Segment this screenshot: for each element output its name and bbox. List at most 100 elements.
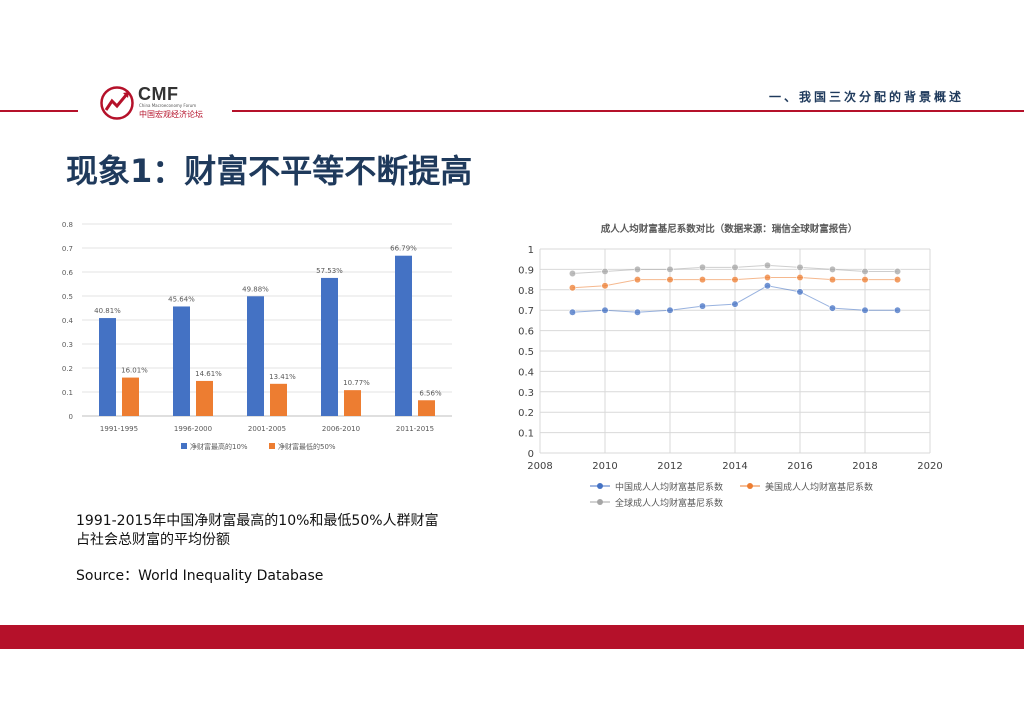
bar-top10: [99, 318, 116, 416]
header-divider-right: [232, 110, 1024, 112]
legend-label: 中国成人人均财富基尼系数: [615, 481, 723, 493]
data-point: [601, 267, 609, 276]
x-tick-label: 2001-2005: [248, 425, 286, 433]
gini-line-chart: 成人人均财富基尼系数对比（数据来源：瑞信全球财富报告） 0 0.1 0.2 0.3 0.4…: [518, 223, 943, 509]
y-tick-label: 0.6: [62, 269, 74, 277]
logo-subtitle: China Macroeconomy Forum: [139, 103, 197, 108]
x-tick-label: 2008: [527, 461, 552, 472]
data-point: [828, 304, 837, 312]
y-tick-label: 0.9: [518, 265, 534, 276]
y-tick-label: 0.5: [62, 293, 73, 301]
legend-label: 全球成人人均财富基尼系数: [615, 497, 723, 509]
bar-top10: [173, 306, 190, 416]
page-title: 现象1：财富不平等不断提高: [66, 152, 473, 190]
x-tick-label: 2014: [722, 461, 747, 472]
y-tick-label: 0.4: [518, 367, 534, 378]
data-point: [796, 263, 804, 271]
x-tick-label: 2016: [787, 461, 812, 472]
x-tick-label: 2011-2015: [396, 425, 434, 433]
x-tick-label: 2012: [657, 461, 682, 472]
bar-top10: [321, 277, 338, 416]
data-point: [893, 275, 902, 284]
y-tick-label: 1: [528, 245, 534, 256]
data-point: [893, 267, 902, 276]
data-point: [666, 306, 674, 314]
data-point: [861, 267, 869, 276]
source-note: Source：World Inequality Database: [76, 568, 324, 584]
data-point: [828, 275, 837, 284]
data-label: 66.79%: [390, 245, 417, 253]
bar-bottom50: [122, 377, 139, 416]
legend-label: 美国成人人均财富基尼系数: [765, 481, 873, 493]
data-point: [861, 306, 869, 314]
data-point: [666, 275, 674, 284]
legend-marker: [597, 499, 603, 505]
data-point: [796, 288, 804, 296]
chart-caption: 1991-2015年中国净财富最高的10%和最低50%人群财富 占社会总财富的平…: [76, 512, 476, 550]
y-tick-label: 0.2: [62, 365, 73, 373]
data-point: [601, 306, 609, 314]
data-label: 57.53%: [316, 267, 343, 275]
data-label: 13.41%: [269, 373, 296, 381]
data-point: [698, 263, 707, 271]
legend-marker: [747, 483, 753, 489]
data-point: [763, 282, 772, 290]
y-tick-label: 0.2: [518, 408, 534, 419]
data-label: 6.56%: [419, 389, 442, 397]
legend-label: 净财富最高的10%: [190, 442, 248, 451]
x-tick-label: 2006-2010: [322, 425, 360, 433]
y-tick-label: 0.4: [62, 317, 74, 325]
data-point: [763, 261, 772, 269]
data-point: [568, 284, 577, 292]
y-tick-label: 0.8: [518, 286, 534, 297]
cmf-logo: CMF China Macroeconomy Forum 中国宏观经济论坛: [100, 82, 212, 122]
data-point: [731, 275, 739, 284]
y-tick-label: 0: [69, 413, 73, 421]
data-point: [698, 302, 707, 310]
bar-top10: [247, 296, 264, 416]
cmf-logo-mark-icon: [100, 86, 134, 120]
y-tick-label: 0.6: [518, 327, 534, 338]
x-tick-label: 2018: [852, 461, 877, 472]
bar-bottom50: [344, 390, 361, 416]
x-tick-label: 2010: [592, 461, 617, 472]
data-point: [731, 300, 739, 308]
data-point: [633, 308, 642, 316]
y-tick-label: 0.1: [518, 429, 534, 440]
header-divider-left: [0, 110, 78, 112]
data-label: 10.77%: [343, 379, 370, 387]
chart-title: 成人人均财富基尼系数对比（数据来源：瑞信全球财富报告）: [601, 223, 858, 235]
data-label: 14.61%: [195, 370, 222, 378]
wealth-share-bar-chart: 0 0.1 0.2 0.3 0.4 0.5 0.6 0.7 0.8 40.81% 16.01% 199…: [62, 221, 452, 451]
x-tick-label: 1991-1995: [100, 425, 138, 433]
data-point: [601, 282, 609, 290]
x-tick-label: 2020: [917, 461, 942, 472]
y-tick-label: 0: [528, 449, 534, 460]
legend-label: 净财富最低的50%: [278, 442, 336, 451]
logo-text: CMF: [138, 84, 179, 104]
footer-bar: [0, 625, 1024, 649]
data-point: [698, 275, 707, 284]
data-point: [633, 265, 642, 274]
y-tick-label: 0.1: [62, 389, 73, 397]
y-tick-label: 0.3: [518, 388, 534, 399]
data-label: 16.01%: [121, 367, 148, 375]
data-point: [568, 308, 577, 316]
bar-bottom50: [418, 400, 435, 416]
data-point: [893, 306, 902, 314]
y-tick-label: 0.3: [62, 341, 73, 349]
data-point: [666, 265, 674, 274]
caption-line-1: 1991-2015年中国净财富最高的10%和最低50%人群财富: [76, 513, 439, 529]
bar-bottom50: [270, 383, 287, 416]
legend-swatch: [269, 443, 275, 449]
logo-chinese-name: 中国宏观经济论坛: [139, 110, 203, 119]
y-tick-label: 0.7: [62, 245, 73, 253]
bar-bottom50: [196, 380, 213, 416]
x-tick-label: 1996-2000: [174, 425, 212, 433]
data-label: 49.88%: [242, 285, 269, 293]
y-tick-label: 0.5: [518, 347, 534, 358]
data-point: [633, 275, 642, 284]
legend-swatch: [181, 443, 187, 449]
data-point: [828, 265, 837, 274]
data-label: 40.81%: [94, 307, 121, 315]
